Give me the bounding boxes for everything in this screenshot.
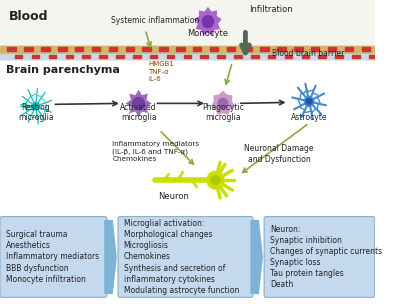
Text: Phagocytic
microglia: Phagocytic microglia xyxy=(202,103,244,122)
Text: Surgical trauma
Anesthetics
Inflammatory mediators
BBB dysfunction
Monocyte infi: Surgical trauma Anesthetics Inflammatory… xyxy=(6,230,99,284)
Bar xyxy=(227,47,235,51)
Text: Inflammatory mediators
(IL-β, IL-6 and TNF-α)
Chemokines: Inflammatory mediators (IL-β, IL-6 and T… xyxy=(112,141,200,162)
Bar xyxy=(0,46,375,54)
Bar xyxy=(142,47,151,51)
Bar xyxy=(58,47,66,51)
FancyBboxPatch shape xyxy=(264,217,375,297)
Text: Microglial activation:
Morphological changes
Microgliosis
Chemokines
Synthesis a: Microglial activation: Morphological cha… xyxy=(124,219,239,295)
Text: Resting
microglia: Resting microglia xyxy=(18,103,54,122)
Bar xyxy=(99,55,107,58)
Bar xyxy=(41,47,50,51)
Circle shape xyxy=(32,102,39,110)
Bar xyxy=(150,55,157,58)
Polygon shape xyxy=(126,90,152,117)
Circle shape xyxy=(211,176,220,185)
FancyBboxPatch shape xyxy=(0,217,107,297)
Bar xyxy=(244,47,252,51)
Bar xyxy=(8,47,16,51)
Bar xyxy=(66,55,73,58)
Circle shape xyxy=(304,96,314,106)
Bar xyxy=(109,47,117,51)
Bar xyxy=(92,47,100,51)
Bar xyxy=(268,55,275,58)
Polygon shape xyxy=(251,220,262,293)
Circle shape xyxy=(202,16,214,28)
Bar xyxy=(184,55,191,58)
Bar xyxy=(302,55,309,58)
Text: Neuron:
Synaptic inhibition
Changes of synaptic currents
Synaptic loss
Tau prote: Neuron: Synaptic inhibition Changes of s… xyxy=(270,225,382,289)
Bar xyxy=(234,55,242,58)
Bar xyxy=(345,47,353,51)
Bar xyxy=(167,55,174,58)
Bar xyxy=(176,47,184,51)
Bar xyxy=(24,47,33,51)
Bar xyxy=(362,47,370,51)
Text: Blood brain barrier: Blood brain barrier xyxy=(272,49,344,58)
Bar xyxy=(335,55,343,58)
Polygon shape xyxy=(194,7,222,36)
Bar xyxy=(352,55,360,58)
Bar xyxy=(193,47,201,51)
Bar xyxy=(210,47,218,51)
Bar xyxy=(369,55,376,58)
Bar xyxy=(277,47,286,51)
Bar xyxy=(294,47,302,51)
Bar xyxy=(75,47,83,51)
Polygon shape xyxy=(105,220,116,293)
Circle shape xyxy=(33,104,38,109)
Text: Neuron: Neuron xyxy=(158,192,189,201)
Bar xyxy=(260,47,269,51)
Circle shape xyxy=(218,98,228,108)
Bar xyxy=(49,55,56,58)
Bar xyxy=(116,55,124,58)
Bar xyxy=(82,55,90,58)
Bar xyxy=(0,54,375,59)
Bar xyxy=(0,54,375,59)
Text: Monocyte: Monocyte xyxy=(188,29,228,38)
Text: Systemic inflammation: Systemic inflammation xyxy=(110,16,199,25)
Bar xyxy=(159,47,168,51)
Text: HMGB1
TNF-α
IL-6: HMGB1 TNF-α IL-6 xyxy=(148,61,174,82)
Bar xyxy=(0,0,375,47)
Bar xyxy=(0,46,375,54)
Bar xyxy=(0,54,375,59)
Polygon shape xyxy=(211,91,235,115)
Bar xyxy=(133,55,140,58)
Circle shape xyxy=(133,98,144,109)
Text: Activated
microglia: Activated microglia xyxy=(120,103,157,122)
Text: Blood: Blood xyxy=(9,10,49,23)
Bar xyxy=(311,47,320,51)
Bar xyxy=(126,47,134,51)
Bar xyxy=(318,55,326,58)
Bar xyxy=(200,55,208,58)
Text: Brain parenchyma: Brain parenchyma xyxy=(6,65,120,75)
Text: Infiltration: Infiltration xyxy=(249,5,293,14)
Bar xyxy=(15,55,22,58)
Bar xyxy=(251,55,258,58)
Circle shape xyxy=(207,171,224,189)
Bar xyxy=(32,55,39,58)
Text: Astrocyte: Astrocyte xyxy=(291,113,327,122)
Text: Neuronal Damage
and Dysfunction: Neuronal Damage and Dysfunction xyxy=(244,144,314,164)
FancyBboxPatch shape xyxy=(118,217,253,297)
Bar xyxy=(217,55,225,58)
Bar xyxy=(328,47,336,51)
Circle shape xyxy=(306,98,312,104)
Bar xyxy=(285,55,292,58)
